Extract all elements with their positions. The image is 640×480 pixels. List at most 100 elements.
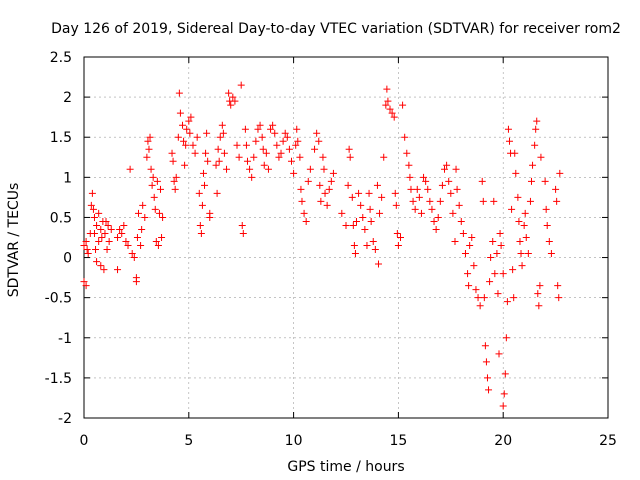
data-point — [520, 221, 528, 229]
data-point — [248, 173, 256, 181]
data-point — [82, 282, 90, 290]
data-point — [529, 161, 537, 169]
data-point — [285, 145, 293, 153]
data-point — [293, 125, 301, 133]
data-point — [491, 270, 499, 278]
data-point — [175, 89, 183, 97]
data-point — [457, 217, 465, 225]
y-tick-label: -0.5 — [45, 291, 72, 307]
data-point — [552, 185, 560, 193]
data-point — [168, 149, 176, 157]
data-point — [104, 221, 112, 229]
data-point — [174, 133, 182, 141]
data-point — [403, 149, 411, 157]
data-point — [466, 242, 474, 250]
data-point — [93, 221, 101, 229]
data-point — [95, 209, 103, 217]
data-point — [516, 238, 524, 246]
data-point — [103, 246, 111, 254]
data-point — [344, 181, 352, 189]
y-tick-labels: -2 -1.5 -1 -0.5 0 0.5 1 1.5 2 2.5 — [45, 50, 72, 427]
data-point — [290, 169, 298, 177]
data-point — [496, 229, 504, 237]
data-point — [203, 129, 211, 137]
data-point — [235, 153, 243, 161]
data-point — [392, 201, 400, 209]
data-point — [422, 177, 430, 185]
data-point — [394, 242, 402, 250]
y-axis-label: SDTVAR / TECUs — [6, 183, 22, 298]
data-point — [357, 201, 365, 209]
axis-ticks — [83, 56, 609, 419]
data-point — [227, 101, 235, 109]
data-point — [371, 246, 379, 254]
data-point — [198, 201, 206, 209]
data-point — [470, 262, 478, 270]
data-point — [213, 189, 221, 197]
data-point — [297, 185, 305, 193]
data-point — [294, 137, 302, 145]
data-point — [269, 121, 277, 129]
data-point — [401, 133, 409, 141]
data-point — [95, 238, 103, 246]
data-point — [316, 181, 324, 189]
data-point — [327, 177, 335, 185]
data-point — [531, 141, 539, 149]
data-point — [518, 262, 526, 270]
y-tick-label: 1 — [63, 170, 72, 186]
data-point — [481, 342, 489, 350]
data-point — [83, 246, 91, 254]
data-point — [204, 157, 212, 165]
data-point — [199, 169, 207, 177]
data-point — [553, 197, 561, 205]
data-point — [555, 294, 563, 302]
data-point — [459, 229, 467, 237]
data-point — [479, 197, 487, 205]
y-tick-label: 1.5 — [50, 130, 72, 146]
data-point — [369, 238, 377, 246]
data-point — [134, 209, 142, 217]
data-point — [321, 189, 329, 197]
data-point — [346, 153, 354, 161]
data-point — [283, 133, 291, 141]
data-point — [432, 225, 440, 233]
data-point — [144, 137, 152, 145]
data-point — [413, 185, 421, 193]
data-point — [350, 242, 358, 250]
data-point — [461, 250, 469, 258]
data-point — [464, 270, 472, 278]
data-point — [262, 149, 270, 157]
data-point — [180, 137, 188, 145]
data-point — [452, 165, 460, 173]
data-point — [277, 149, 285, 157]
data-point — [366, 205, 374, 213]
data-point — [206, 213, 214, 221]
y-tick-label: 0.5 — [50, 210, 72, 226]
y-tick-label: 2 — [63, 90, 72, 106]
data-point — [133, 234, 141, 241]
data-point — [181, 161, 189, 169]
data-point — [237, 81, 245, 89]
data-point — [317, 197, 325, 205]
y-tick-label: -1.5 — [45, 371, 72, 387]
data-point — [476, 302, 484, 310]
data-point — [455, 201, 463, 209]
data-point — [80, 278, 88, 286]
data-point — [415, 193, 423, 201]
data-point — [243, 157, 251, 165]
y-tick-label: 0 — [63, 251, 72, 267]
data-point — [315, 137, 323, 145]
data-point — [250, 153, 258, 161]
data-point — [271, 129, 279, 137]
data-point — [150, 193, 158, 201]
data-point — [383, 85, 391, 93]
data-point — [172, 173, 180, 181]
data-point — [92, 246, 100, 254]
data-point — [259, 145, 267, 153]
data-point — [90, 213, 98, 221]
data-point — [169, 157, 177, 165]
data-point — [499, 270, 507, 278]
plot-frame — [83, 56, 609, 419]
data-point — [497, 242, 505, 250]
data-point — [155, 209, 163, 217]
